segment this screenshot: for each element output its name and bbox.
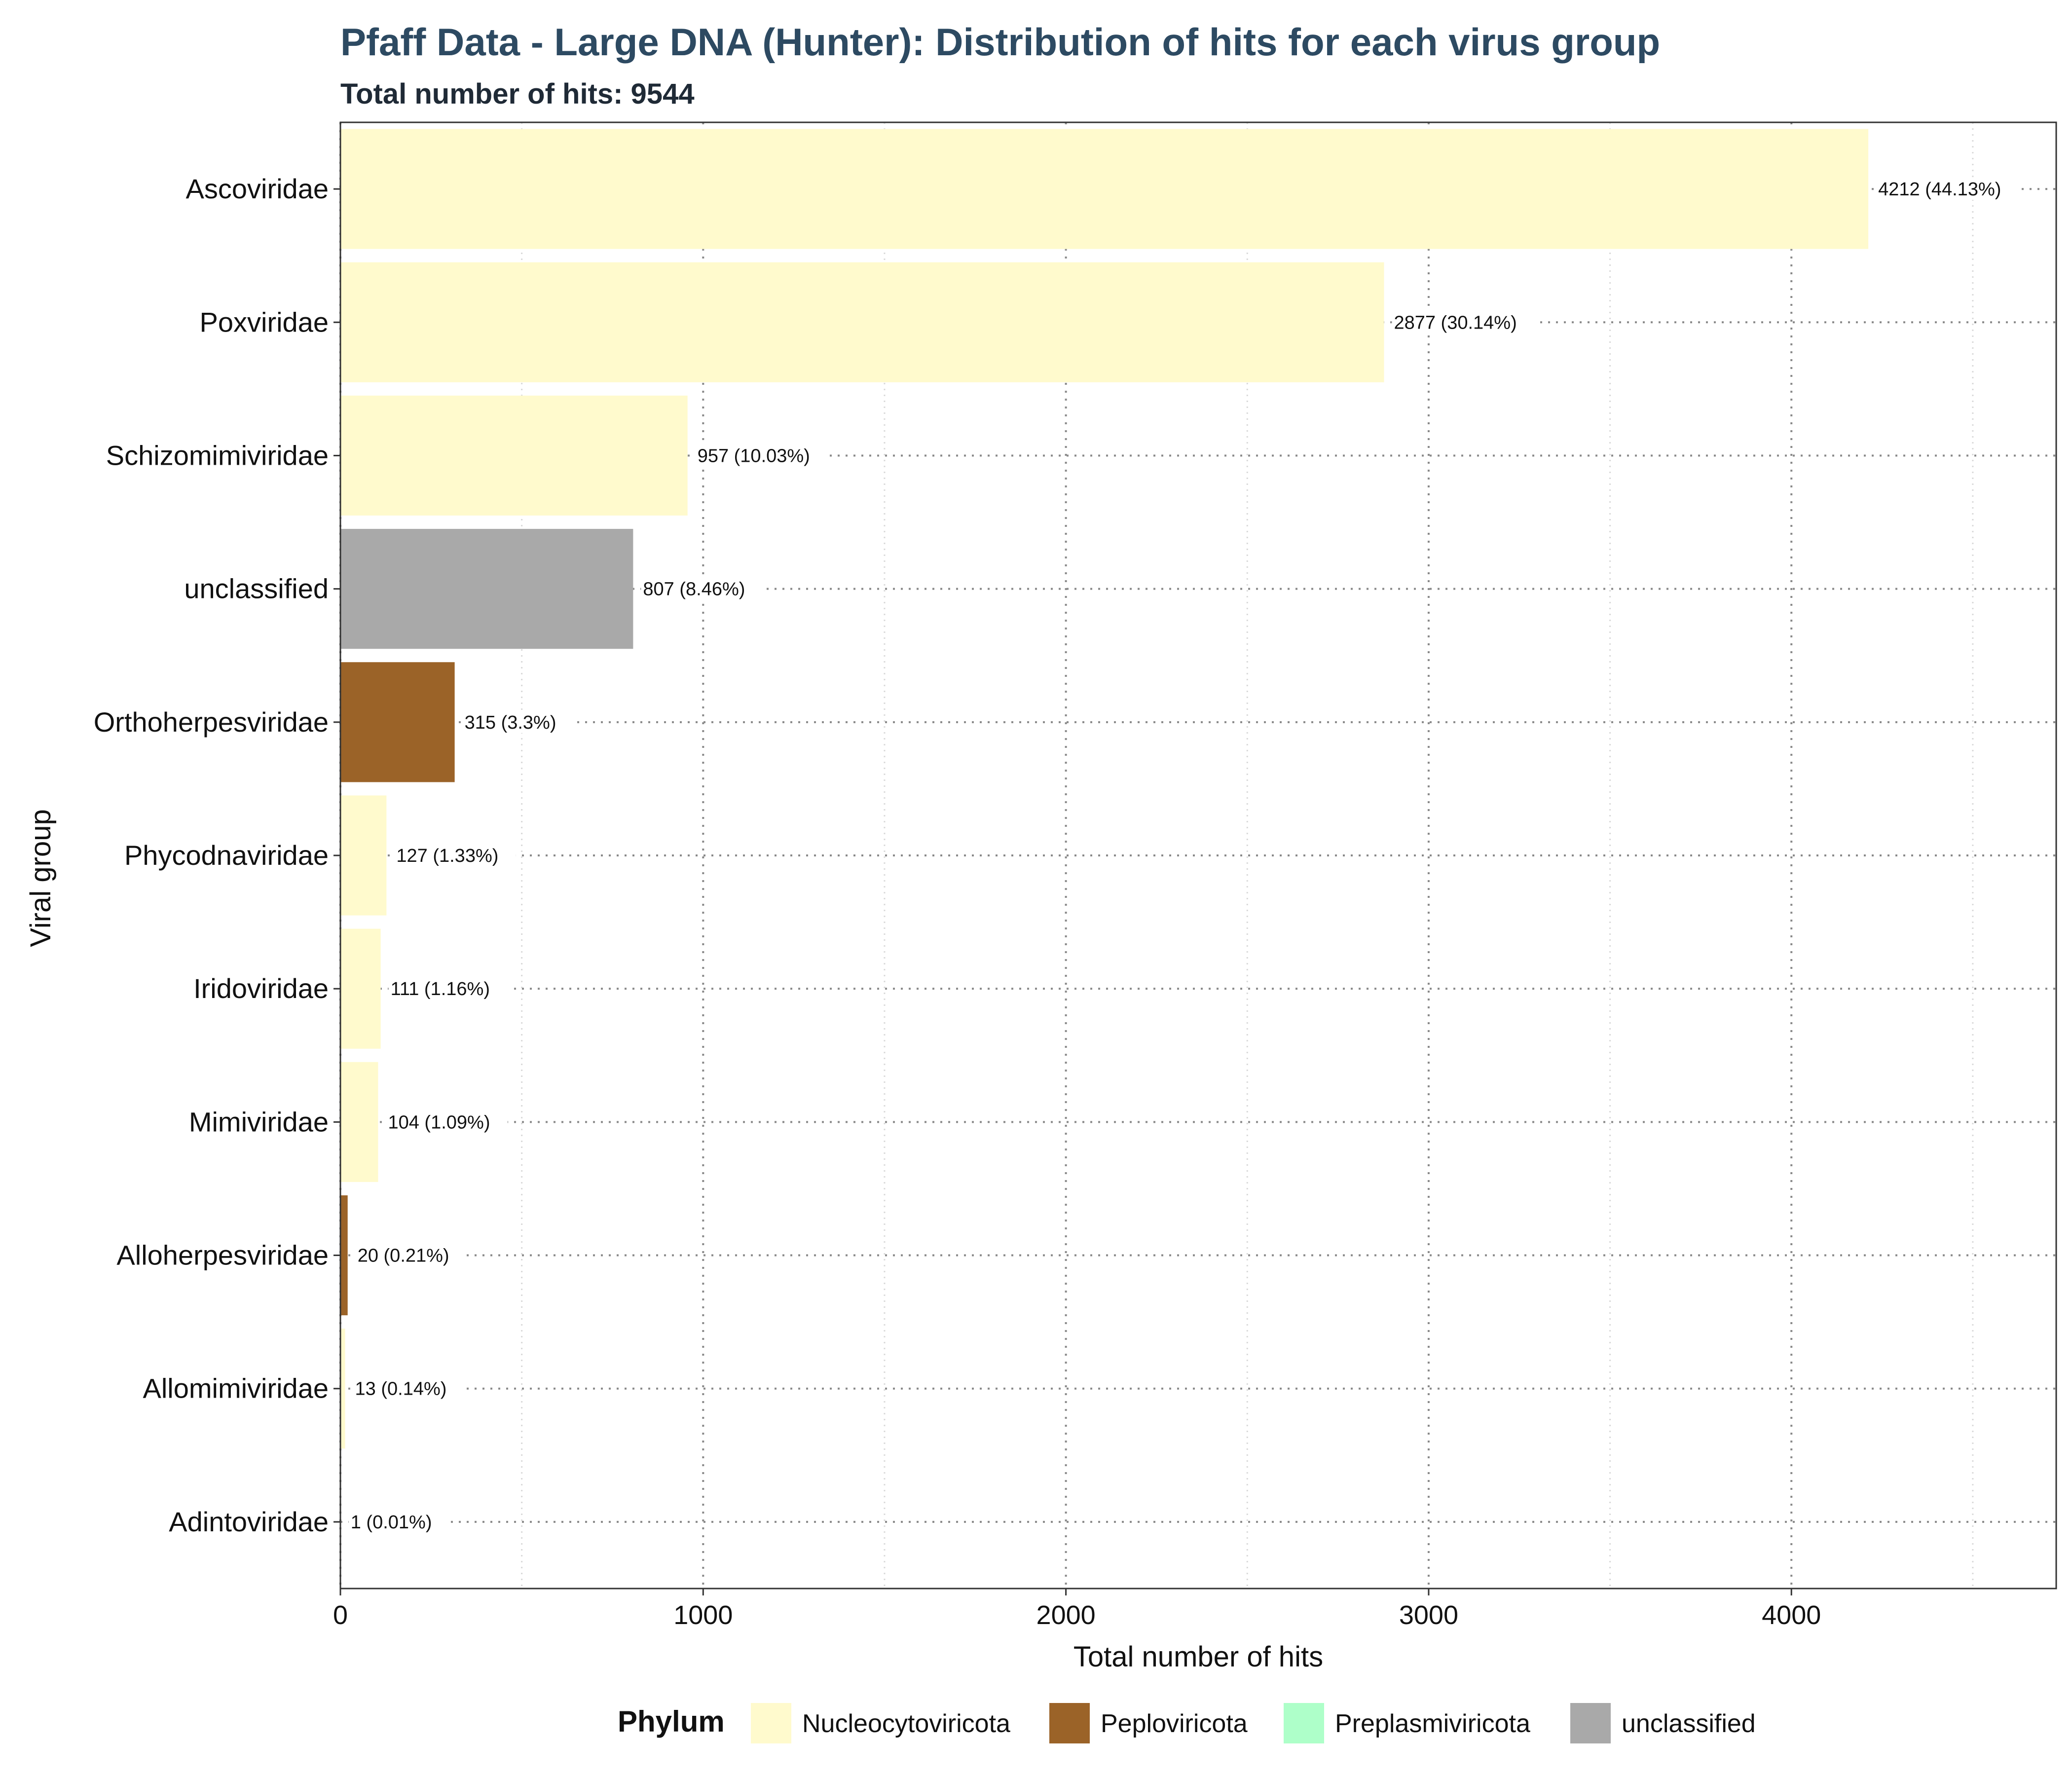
bar — [340, 395, 688, 516]
legend-label: Preplasmiviricota — [1335, 1709, 1530, 1738]
data-label-bg — [462, 710, 574, 733]
y-tick-label: Orthoherpesviridae — [94, 706, 329, 738]
data-label-bg — [695, 444, 828, 467]
y-tick-label: Phycodnaviridae — [124, 840, 329, 871]
y-tick-label: Allomimiviridae — [143, 1373, 329, 1404]
y-tick-label: Schizomimiviridae — [106, 440, 329, 471]
y-tick-label: Iridoviridae — [193, 973, 329, 1004]
legend-swatch — [1284, 1703, 1324, 1743]
bar — [340, 1195, 348, 1316]
data-label-bg — [386, 1110, 508, 1133]
y-tick-label: Poxviridae — [200, 306, 329, 337]
chart-title: Pfaff Data - Large DNA (Hunter): Distrib… — [340, 20, 1660, 64]
x-axis-title: Total number of hits — [1073, 1641, 1323, 1673]
x-tick-label: 4000 — [1762, 1600, 1821, 1630]
data-label: 13 (0.14%) — [355, 1379, 447, 1400]
data-label: 2877 (30.14%) — [1394, 312, 1517, 333]
chart-subtitle: Total number of hits: 9544 — [340, 78, 695, 110]
data-label-bg — [348, 1510, 449, 1533]
x-tick-label: 2000 — [1036, 1600, 1096, 1630]
bar — [340, 662, 455, 782]
axis-ticks: Ascoviridae Poxviridae Schizomimiviridae un… — [94, 173, 1821, 1630]
bar — [340, 529, 633, 649]
bar — [340, 1329, 345, 1449]
legend-swatch — [751, 1703, 791, 1743]
bar — [340, 262, 1384, 382]
data-label-bg — [641, 577, 763, 600]
data-label-bg — [394, 844, 516, 866]
bar — [340, 928, 381, 1049]
x-tick-label: 0 — [333, 1600, 348, 1630]
y-tick-label: Ascoviridae — [186, 173, 329, 204]
y-tick-label: Adintoviridae — [169, 1506, 329, 1537]
data-label-bg — [353, 1376, 464, 1400]
x-tick-label: 3000 — [1399, 1600, 1458, 1630]
bar — [340, 795, 387, 916]
y-tick-label: Mimiviridae — [189, 1106, 329, 1137]
data-label: 4212 (44.13%) — [1878, 179, 2001, 200]
data-label: 111 (1.16%) — [391, 979, 490, 999]
data-label: 807 (8.46%) — [643, 579, 745, 600]
legend-label: unclassified — [1622, 1709, 1756, 1738]
data-label-bg — [1876, 177, 2019, 200]
legend-label: Peploviricota — [1101, 1709, 1248, 1738]
legend-label: Nucleocytoviricota — [802, 1709, 1010, 1738]
x-tick-label: 1000 — [673, 1600, 733, 1630]
legend-swatch — [1570, 1703, 1611, 1743]
y-tick-label: unclassified — [184, 573, 329, 604]
bar — [340, 129, 1869, 249]
y-tick-label: Alloherpesviridae — [116, 1240, 329, 1271]
data-label-bg — [388, 977, 511, 1000]
data-label: 315 (3.3%) — [465, 712, 556, 733]
y-axis-title: Viral group — [25, 809, 57, 947]
data-label: 20 (0.21%) — [358, 1246, 449, 1266]
data-label: 957 (10.03%) — [698, 445, 810, 466]
data-label: 127 (1.33%) — [396, 846, 498, 866]
bars — [340, 129, 1869, 1582]
legend-swatch — [1049, 1703, 1090, 1743]
data-label-bg — [1392, 310, 1535, 333]
data-labels: 4212 (44.13%) 2877 (30.14%) 957 (10.03%) 80… — [348, 177, 2019, 1533]
data-label: 1 (0.01%) — [351, 1512, 432, 1533]
data-label: 104 (1.09%) — [388, 1112, 490, 1133]
legend-title: Phylum — [618, 1705, 725, 1738]
bar — [340, 1062, 378, 1182]
legend: Phylum Nucleocytoviricota Peploviricota Pr… — [618, 1703, 1756, 1743]
data-label-bg — [355, 1243, 467, 1266]
